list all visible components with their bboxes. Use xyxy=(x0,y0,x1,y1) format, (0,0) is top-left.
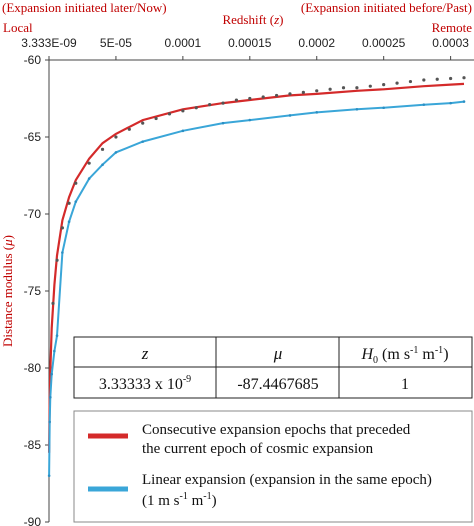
table-header-z: z xyxy=(141,344,149,363)
series-blue-point xyxy=(141,140,145,143)
series-dot-point xyxy=(355,86,359,90)
series-dot-point xyxy=(51,301,55,305)
series-dot-point xyxy=(248,96,252,101)
series-dot-point xyxy=(208,103,212,107)
series-dot-point xyxy=(100,147,105,151)
series-blue-point xyxy=(449,101,452,105)
y-tick-label: -90 xyxy=(24,515,42,526)
series-dot-point xyxy=(408,79,413,84)
series-dot-point xyxy=(167,112,172,116)
series-blue-point xyxy=(114,151,118,154)
series-blue-point xyxy=(355,107,359,111)
series-blue-point xyxy=(49,395,52,399)
series-dot-point xyxy=(181,109,185,113)
header-top-left: (Expansion initiated later/Now) xyxy=(2,0,167,15)
series-red-line xyxy=(48,82,465,453)
header-top-right: (Expansion initiated before/Past) xyxy=(301,0,472,15)
series-blue-point xyxy=(462,100,466,103)
series-dot-point xyxy=(234,98,239,102)
y-tick-label: -65 xyxy=(24,130,42,144)
y-tick-label: -70 xyxy=(24,207,42,221)
x-tick-label: 0.00015 xyxy=(228,36,272,50)
series-blue-point xyxy=(101,163,104,167)
series-dot-point xyxy=(87,161,91,165)
series-blue-point xyxy=(61,251,64,254)
y-tick-label: -60 xyxy=(24,53,42,67)
series-dot-point xyxy=(274,93,279,98)
y-axis-label: Distance modulus (μ) xyxy=(0,235,15,347)
series-blue-point xyxy=(67,220,71,223)
series-blue-point xyxy=(87,177,91,180)
series-blue-point xyxy=(47,474,51,478)
series-blue-point xyxy=(53,349,56,353)
x-tick-label: 5E-05 xyxy=(100,36,132,50)
series-blue-point xyxy=(315,111,319,114)
series-blue-point xyxy=(55,334,59,337)
series-dot-point xyxy=(60,226,64,230)
series-dot-point xyxy=(368,84,372,88)
x-tick-label: 3.333E-09 xyxy=(21,36,77,50)
y-tick-label: -85 xyxy=(24,438,42,452)
legend-label-blue-2: (1 m s-1 m-1) xyxy=(142,491,217,509)
series-blue-point xyxy=(221,121,225,125)
series-dot-point xyxy=(422,78,426,82)
series-dot-point xyxy=(395,81,399,85)
x-tick-label: 0.00025 xyxy=(362,36,406,50)
series-blue-point xyxy=(74,200,78,203)
series-dot-point xyxy=(221,101,225,105)
x-tick-label: 0.0001 xyxy=(165,36,202,50)
series-blue-point xyxy=(48,420,51,424)
series-dot-point xyxy=(315,89,319,93)
table-header-mu: μ xyxy=(273,344,283,363)
series-dot-point xyxy=(67,201,71,205)
x-tick-label: 0.0003 xyxy=(432,36,469,50)
series-dot-point xyxy=(141,121,145,125)
series-dot-point xyxy=(55,258,59,262)
y-tick-group: -60 -65 -70 -75 -80 -85 -90 xyxy=(24,53,49,526)
series-dot-point xyxy=(74,181,78,185)
series-dot-point xyxy=(154,116,158,121)
x-tick-label: 0.0002 xyxy=(298,36,335,50)
series-dot-point xyxy=(194,106,198,110)
series-blue-point xyxy=(422,103,426,106)
header-right: Remote xyxy=(432,20,473,35)
series-blue-point xyxy=(288,114,292,117)
series-blue-point xyxy=(181,129,185,133)
x-axis-label: Redshift (z) xyxy=(222,12,283,27)
y-tick-label: -80 xyxy=(24,361,42,375)
legend-label-red-2: the current epoch of cosmic expansion xyxy=(142,441,374,457)
data-table: z μ H0 (m s-1 m-1) 3.33333 x 10-9 -87.44… xyxy=(73,336,473,399)
series-dot-point xyxy=(288,92,292,96)
series-dot-point xyxy=(261,95,265,99)
series-dot-point xyxy=(462,76,466,80)
x-tick-group: 3.333E-09 5E-05 0.0001 0.00015 0.0002 0.00025… xyxy=(21,36,469,60)
legend-label-red-1: Consecutive expansion epochs that preced… xyxy=(142,422,411,438)
series-group xyxy=(47,76,466,478)
series-blue-point xyxy=(248,118,252,122)
legend: Consecutive expansion epochs that preced… xyxy=(73,410,473,523)
table-cell-h0: 1 xyxy=(401,376,409,393)
series-dot-point xyxy=(382,83,386,87)
legend-label-blue-1: Linear expansion (expansion in the same … xyxy=(142,472,432,488)
y-tick-label: -75 xyxy=(24,284,42,298)
series-dot-point xyxy=(301,90,305,94)
series-dot-point xyxy=(328,87,332,91)
series-blue-point xyxy=(50,372,53,376)
series-dot-point xyxy=(127,127,131,131)
series-dot-point xyxy=(114,135,118,139)
series-dot-point xyxy=(449,76,453,81)
series-blue-point xyxy=(382,106,385,110)
table-cell-mu: -87.4467685 xyxy=(237,376,318,393)
table-cell-z: 3.33333 x 10-9 xyxy=(99,374,191,393)
header-left: Local xyxy=(3,20,33,35)
series-dot-point xyxy=(435,77,439,81)
series-dot-point xyxy=(341,86,346,90)
table-header-h0: H0 (m s-1 m-1) xyxy=(360,345,448,366)
